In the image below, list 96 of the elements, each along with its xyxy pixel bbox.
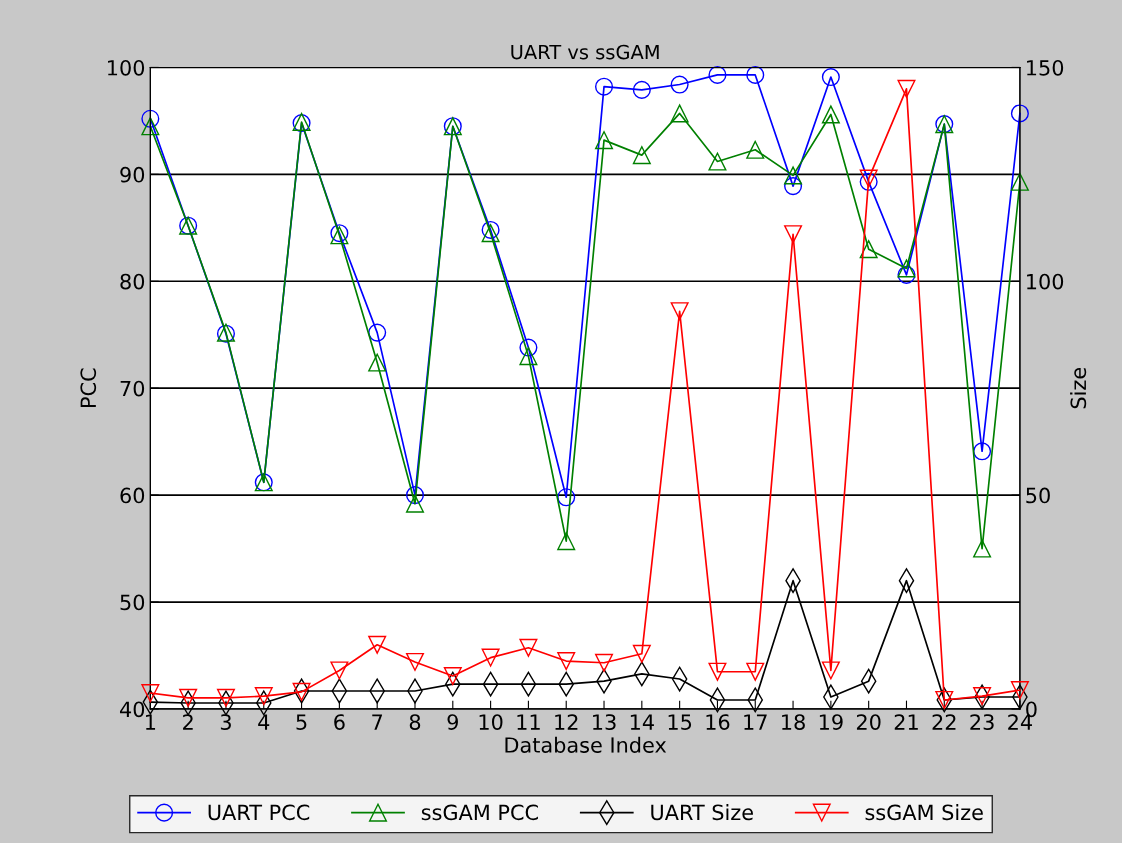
x-tick-label: 3 xyxy=(220,714,231,730)
point xyxy=(405,652,425,671)
point xyxy=(670,75,689,94)
x-tick-label: 19 xyxy=(819,714,843,730)
point xyxy=(216,688,235,707)
point xyxy=(821,661,840,680)
legend-label: UART PCC xyxy=(208,804,310,821)
x-tick-label: 11 xyxy=(517,714,540,730)
point xyxy=(481,220,500,239)
point xyxy=(821,68,840,87)
point xyxy=(405,486,425,505)
x-tick-label: 2 xyxy=(183,714,193,730)
x-tick-label: 20 xyxy=(856,714,881,730)
point xyxy=(141,109,160,128)
x-tick-label: 6 xyxy=(334,714,345,730)
point xyxy=(897,265,916,284)
point xyxy=(1010,681,1029,700)
point xyxy=(443,667,462,686)
point xyxy=(141,117,160,136)
point xyxy=(784,225,803,244)
y-tick-label: 80 xyxy=(120,273,145,290)
point xyxy=(746,662,765,681)
point xyxy=(141,684,160,703)
x-tick-label: 10 xyxy=(479,714,503,730)
point xyxy=(405,494,425,513)
point xyxy=(708,65,727,84)
x-tick-label: 13 xyxy=(593,714,616,730)
point xyxy=(746,140,765,159)
x-tick-label: 4 xyxy=(258,714,270,730)
x-tick-label: 22 xyxy=(932,714,956,730)
x-tick-label: 14 xyxy=(630,714,654,730)
point xyxy=(973,442,992,461)
x-tick-label: 7 xyxy=(372,714,383,730)
point xyxy=(746,65,765,84)
x-tick-label: 8 xyxy=(409,714,421,730)
y2-tick-label: 150 xyxy=(1027,59,1064,76)
y2-axis-title: Size xyxy=(1070,367,1087,409)
x-tick-label: 16 xyxy=(706,714,730,730)
point xyxy=(179,688,198,707)
x-tick-label: 1 xyxy=(146,714,156,730)
point xyxy=(519,638,538,657)
y-tick-label: 90 xyxy=(120,166,145,183)
x-axis-title: Database Index xyxy=(505,736,667,753)
point xyxy=(670,302,689,321)
point xyxy=(973,687,992,706)
point xyxy=(368,323,387,342)
y-tick-label: 60 xyxy=(120,487,145,504)
point xyxy=(368,635,387,654)
point xyxy=(784,177,803,196)
x-tick-label: 21 xyxy=(894,714,918,730)
legend-label: ssGAM PCC xyxy=(421,804,538,821)
point xyxy=(594,77,614,96)
y-tick-label: 40 xyxy=(120,701,145,718)
point xyxy=(632,80,651,99)
y2-tick-label: 100 xyxy=(1027,273,1064,290)
point xyxy=(784,166,803,185)
point xyxy=(368,353,387,372)
point xyxy=(330,661,349,680)
point xyxy=(1010,104,1029,123)
y-tick-label: 70 xyxy=(120,380,145,397)
point xyxy=(557,488,576,507)
y-tick-label: 50 xyxy=(120,594,145,611)
point xyxy=(519,338,538,357)
point xyxy=(859,240,878,259)
point xyxy=(1010,172,1029,191)
chart-title: UART vs ssGAM xyxy=(511,44,659,60)
x-tick-label: 23 xyxy=(970,714,994,730)
point xyxy=(708,152,727,171)
x-tick-label: 15 xyxy=(668,714,692,730)
point xyxy=(557,652,576,671)
point xyxy=(632,644,651,663)
point xyxy=(481,648,500,667)
point xyxy=(897,79,916,98)
x-tick-label: 9 xyxy=(447,714,458,730)
x-tick-label: 17 xyxy=(744,714,767,730)
point xyxy=(481,224,500,243)
legend-label: ssGAM Size xyxy=(865,804,983,821)
y2-tick-label: 50 xyxy=(1026,487,1050,504)
y-tick-label: 100 xyxy=(108,59,145,76)
x-tick-label: 18 xyxy=(782,714,805,730)
point xyxy=(821,105,840,124)
point xyxy=(708,662,727,681)
legend-label: UART Size xyxy=(651,804,753,821)
point xyxy=(897,259,916,278)
x-tick-label: 12 xyxy=(555,714,578,730)
x-tick-label: 5 xyxy=(296,714,307,730)
point xyxy=(254,687,273,706)
point xyxy=(519,347,538,366)
point xyxy=(594,653,614,672)
point xyxy=(292,682,311,701)
point xyxy=(594,131,614,150)
point xyxy=(973,539,992,558)
y-axis-title: PCC xyxy=(80,368,97,407)
point xyxy=(557,532,576,551)
point xyxy=(670,104,689,123)
point xyxy=(632,146,651,165)
